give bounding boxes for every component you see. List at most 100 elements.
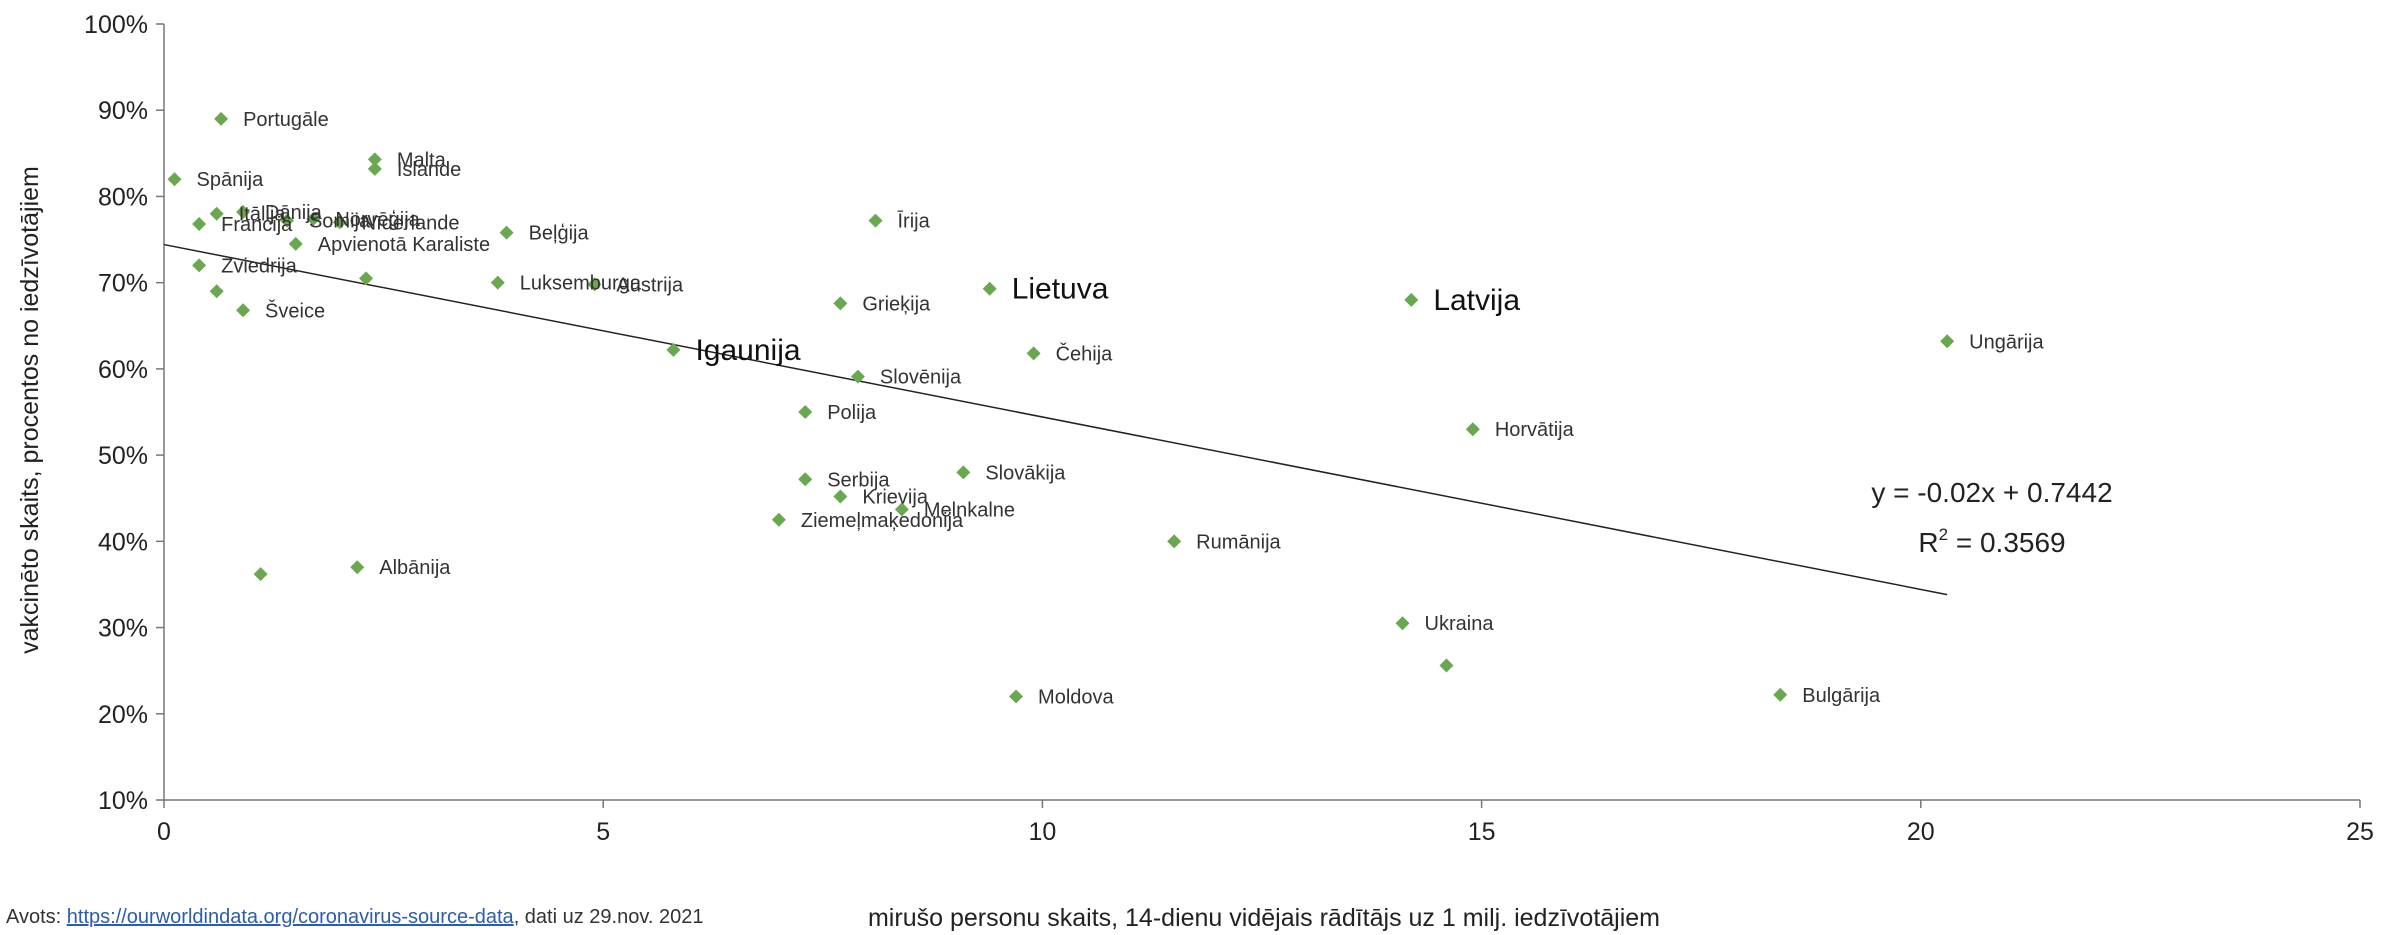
data-point bbox=[868, 213, 883, 228]
data-point bbox=[1404, 292, 1419, 307]
y-tick-label: 50% bbox=[98, 442, 148, 470]
point-label: Slovēnija bbox=[880, 367, 962, 389]
data-point bbox=[1009, 689, 1024, 704]
data-point bbox=[236, 204, 251, 219]
point-label: Krievija bbox=[862, 486, 928, 508]
trendline-equation: y = -0.02x + 0.7442 bbox=[1871, 477, 2112, 508]
data-point bbox=[214, 111, 229, 126]
data-point bbox=[306, 211, 321, 226]
data-point bbox=[209, 284, 224, 299]
y-tick-label: 60% bbox=[98, 356, 148, 384]
point-label: Čehija bbox=[1056, 342, 1114, 365]
data-point bbox=[1439, 658, 1454, 673]
data-point bbox=[288, 236, 303, 251]
data-point bbox=[833, 296, 848, 311]
data-point bbox=[209, 206, 224, 221]
y-tick-label: 40% bbox=[98, 528, 148, 556]
point-label: Serbija bbox=[827, 469, 890, 491]
point-label: Ziemeļmaķedonija bbox=[801, 510, 964, 532]
point-label: Šveice bbox=[265, 299, 325, 322]
source-prefix: Avots: bbox=[6, 906, 67, 928]
data-point bbox=[236, 303, 251, 318]
axes: 10% 20% 30% 40% 50% 60% 70% 80% 90% 100% 0 5 10 15 20 2… bbox=[84, 11, 2374, 846]
source-note: Avots: https://ourworldindata.org/corona… bbox=[6, 906, 703, 929]
point-label: Rumānija bbox=[1196, 531, 1281, 553]
data-point bbox=[192, 217, 207, 232]
point-label: Francija bbox=[221, 214, 293, 236]
data-points bbox=[167, 111, 1955, 704]
point-label: Austrija bbox=[616, 274, 684, 296]
point-label: Malta bbox=[397, 149, 447, 171]
x-tick-label: 20 bbox=[1907, 818, 1935, 846]
point-label: Polija bbox=[827, 402, 877, 424]
x-tick-label: 0 bbox=[157, 818, 171, 846]
data-point bbox=[490, 275, 505, 290]
data-point bbox=[253, 567, 268, 582]
data-point bbox=[1395, 616, 1410, 631]
point-label: Albānija bbox=[379, 557, 451, 579]
y-axis-label: vakcinēto skaits, procentos no iedzīvotā… bbox=[16, 166, 44, 654]
point-label: Lietuva bbox=[1012, 273, 1109, 306]
data-point bbox=[798, 472, 813, 487]
data-point bbox=[359, 271, 374, 286]
data-point bbox=[798, 405, 813, 419]
data-point bbox=[982, 281, 997, 296]
point-label: Dānija bbox=[265, 202, 323, 224]
r2-value: = 0.3569 bbox=[1948, 527, 2066, 558]
point-label: Itālija bbox=[239, 204, 287, 226]
data-point bbox=[1465, 422, 1480, 437]
x-tick-label: 10 bbox=[1028, 818, 1056, 846]
point-label: Islande bbox=[397, 159, 462, 181]
point-label: Īrija bbox=[898, 210, 931, 233]
data-point bbox=[666, 342, 681, 357]
point-label: Norvēģija bbox=[335, 209, 420, 231]
data-point bbox=[894, 502, 909, 517]
source-suffix: , dati uz 29.nov. 2021 bbox=[513, 906, 704, 928]
x-axis-label: mirušo personu skaits, 14-dienu vidējais… bbox=[868, 904, 1660, 932]
y-tick-label: 100% bbox=[84, 11, 148, 39]
data-point bbox=[279, 213, 294, 228]
point-label: Somija bbox=[309, 211, 371, 233]
data-point bbox=[367, 152, 382, 167]
data-point bbox=[192, 258, 207, 273]
point-label: Luksemburga bbox=[520, 273, 642, 295]
point-label: Igaunija bbox=[695, 334, 800, 367]
data-point bbox=[1940, 334, 1955, 349]
y-tick-label: 30% bbox=[98, 615, 148, 643]
source-link[interactable]: https://ourworldindata.org/coronavirus-s… bbox=[66, 906, 514, 928]
data-point bbox=[367, 161, 382, 176]
point-label: Ungārija bbox=[1969, 331, 2044, 353]
data-point bbox=[1167, 534, 1182, 549]
point-label: Spānija bbox=[197, 169, 265, 191]
point-label: Grieķija bbox=[862, 293, 931, 315]
data-point bbox=[1026, 346, 1041, 361]
point-label: Portugāle bbox=[243, 109, 329, 131]
x-tick-label: 25 bbox=[2346, 818, 2374, 846]
y-tick-label: 20% bbox=[98, 701, 148, 729]
point-label: Nīderlande bbox=[362, 212, 460, 234]
x-tick-label: 5 bbox=[596, 818, 610, 846]
y-tick-label: 70% bbox=[98, 270, 148, 298]
point-label: Moldova bbox=[1038, 687, 1114, 709]
data-point bbox=[587, 277, 602, 292]
trendline-group bbox=[163, 243, 1948, 596]
r2-prefix: R bbox=[1918, 527, 1938, 558]
data-point bbox=[956, 465, 971, 480]
point-label: Melnkalne bbox=[924, 499, 1015, 521]
point-label: Apvienotā Karaliste bbox=[318, 234, 490, 256]
data-point bbox=[833, 489, 848, 504]
r2-exponent: 2 bbox=[1939, 525, 1948, 544]
data-point bbox=[499, 225, 514, 240]
data-point bbox=[850, 369, 865, 384]
point-label: Zviedrija bbox=[221, 255, 297, 277]
point-label: Ukraina bbox=[1425, 613, 1495, 635]
point-label: Slovākija bbox=[985, 462, 1066, 484]
data-point bbox=[332, 215, 347, 230]
point-label: Beļģija bbox=[529, 223, 590, 245]
y-tick-label: 10% bbox=[98, 787, 148, 815]
data-point bbox=[1773, 687, 1788, 702]
data-point bbox=[167, 172, 182, 187]
data-point bbox=[350, 560, 365, 575]
y-tick-label: 80% bbox=[98, 183, 148, 211]
